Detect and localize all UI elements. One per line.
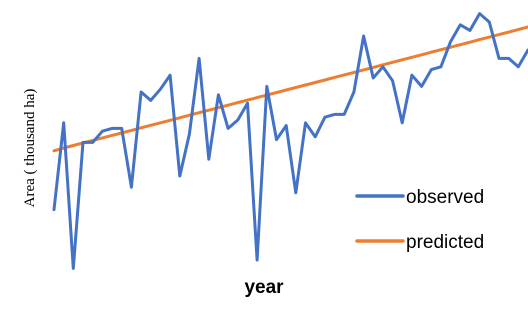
legend: observed predicted [355,187,484,253]
series-line-observed [52,12,528,270]
legend-label-observed: observed [406,187,484,208]
y-axis-label: Area ( thousand ha) [22,89,38,208]
x-axis-label: year [244,277,284,298]
series-line-predicted [52,25,528,153]
legend-label-predicted: predicted [406,232,484,253]
plot-area [52,12,528,270]
